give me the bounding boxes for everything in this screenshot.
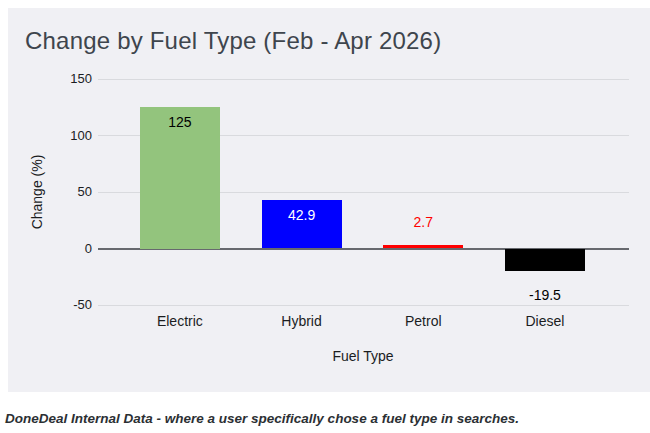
- footer-note: DoneDeal Internal Data - where a user sp…: [5, 411, 519, 426]
- bar-value-label: -19.5: [505, 287, 585, 304]
- bar-diesel[interactable]: [505, 249, 585, 271]
- bar-value-label: 125: [140, 114, 220, 131]
- x-category-label: Petrol: [368, 313, 478, 329]
- bar-value-label: 2.7: [383, 214, 463, 231]
- y-tick-label: 0: [40, 241, 92, 256]
- gridline: [98, 79, 629, 80]
- bar-petrol[interactable]: [383, 245, 463, 248]
- x-category-label: Electric: [125, 313, 235, 329]
- x-category-label: Diesel: [490, 313, 600, 329]
- x-category-label: Hybrid: [247, 313, 357, 329]
- x-axis-title: Fuel Type: [263, 348, 463, 364]
- chart-card: Change by Fuel Type (Feb - Apr 2026) Cha…: [8, 8, 650, 392]
- y-tick-label: -50: [40, 297, 92, 312]
- y-tick-label: 100: [40, 128, 92, 143]
- y-tick-label: 150: [40, 71, 92, 86]
- gridline: [98, 305, 629, 306]
- bar-value-label: 42.9: [262, 207, 342, 224]
- chart-plot-area: 150 100 50 0 -50 125 Electric 42.9 Hybrid 2.7 Petr…: [8, 8, 650, 392]
- y-tick-label: 50: [40, 184, 92, 199]
